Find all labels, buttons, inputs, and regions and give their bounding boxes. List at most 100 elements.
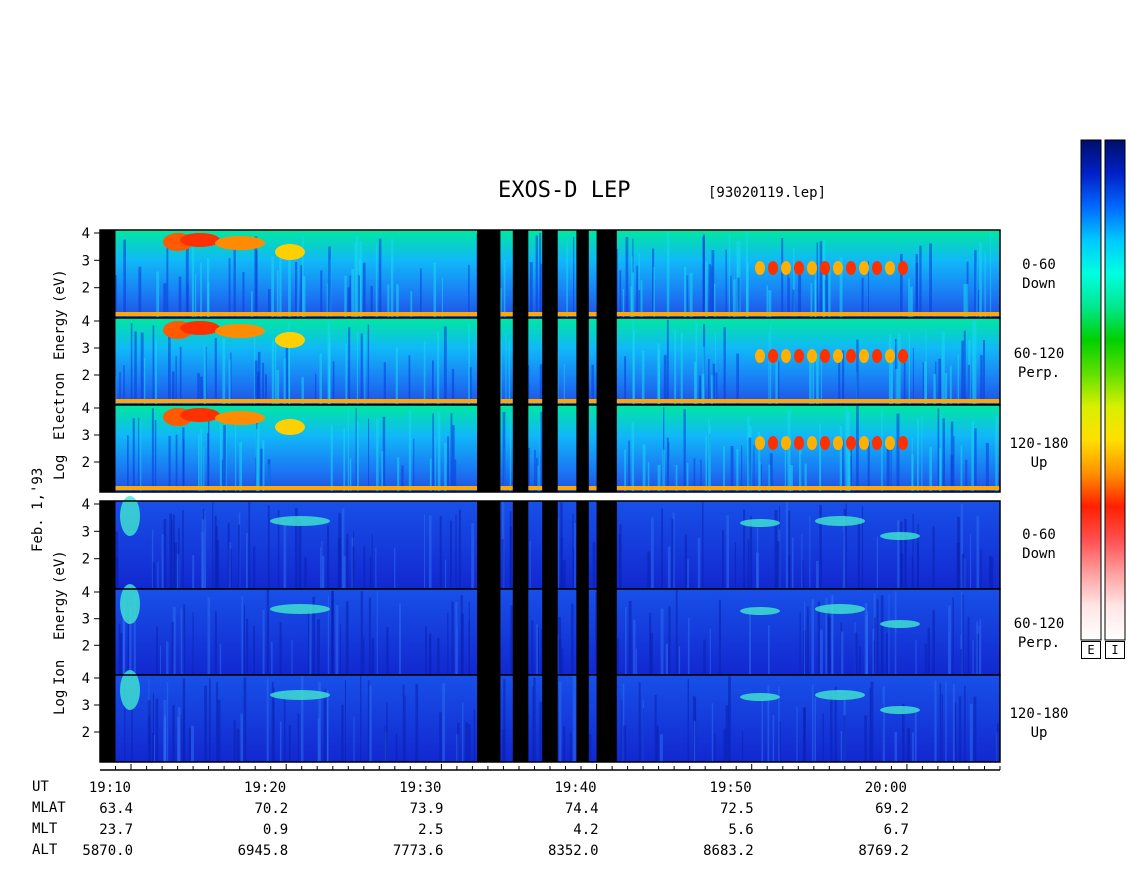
ephemeris-value: 4.2: [573, 822, 598, 838]
texture-streak: [642, 444, 646, 492]
texture-streak: [156, 626, 158, 675]
hotspot: [794, 436, 804, 450]
y-tick-label: 2: [82, 368, 90, 384]
hotspot: [275, 244, 305, 260]
ephem-label-mlt: MLT: [32, 821, 58, 837]
texture-streak: [672, 512, 675, 589]
texture-streak: [638, 290, 641, 318]
texture-streak: [302, 235, 304, 318]
texture-streak: [273, 688, 275, 762]
texture-streak: [778, 361, 780, 405]
texture-streak: [423, 341, 426, 405]
texture-streak: [569, 732, 572, 762]
texture-streak: [177, 716, 180, 762]
electron-panel-2-label: 60-120 Perp.: [1013, 346, 1065, 381]
texture-streak: [573, 236, 575, 318]
texture-streak: [363, 636, 365, 675]
texture-streak: [711, 703, 714, 762]
texture-streak: [774, 509, 778, 589]
hotspot: [755, 349, 765, 363]
texture-streak: [624, 356, 627, 405]
data-gap: [100, 589, 116, 675]
texture-streak: [156, 271, 160, 318]
data-gap: [512, 230, 529, 318]
texture-streak: [157, 561, 159, 589]
data-gap: [542, 589, 558, 675]
texture-streak: [395, 733, 398, 762]
texture-streak: [708, 417, 710, 492]
texture-streak: [638, 253, 640, 318]
texture-streak: [944, 373, 948, 405]
texture-streak: [938, 448, 942, 492]
texture-streak: [737, 277, 740, 318]
panel-border: [99, 674, 1001, 763]
hotspot: [820, 349, 830, 363]
texture-streak: [700, 459, 702, 492]
texture-streak: [850, 439, 852, 492]
texture-streak: [455, 601, 458, 675]
texture-streak: [624, 449, 626, 492]
texture-streak: [255, 250, 258, 318]
texture-streak: [711, 266, 713, 318]
texture-streak: [840, 631, 844, 675]
texture-streak: [415, 684, 419, 762]
texture-streak: [152, 325, 155, 405]
texture-streak: [445, 559, 447, 589]
x-tick-label: 19:40: [554, 780, 596, 796]
texture-streak: [932, 610, 935, 675]
texture-streak: [558, 617, 562, 675]
texture-streak: [683, 409, 686, 492]
texture-streak: [242, 272, 245, 318]
texture-streak: [695, 322, 698, 405]
texture-streak: [539, 364, 543, 405]
texture-streak: [802, 560, 804, 589]
texture-streak: [709, 628, 711, 675]
texture-streak: [953, 436, 955, 492]
texture-streak: [539, 232, 542, 318]
data-gap: [512, 501, 529, 589]
texture-streak: [200, 262, 202, 318]
ephemeris-value: 72.5: [720, 801, 754, 817]
texture-streak: [238, 524, 240, 589]
texture-streak: [268, 289, 271, 318]
hotspot: [859, 261, 869, 275]
data-gap: [477, 501, 501, 589]
texture-streak: [711, 375, 714, 405]
y-tick-label: 4: [82, 314, 90, 330]
texture-streak: [915, 639, 917, 675]
texture-streak: [873, 640, 875, 675]
texture-streak: [465, 722, 468, 762]
texture-streak: [347, 407, 349, 492]
texture-streak: [979, 242, 982, 318]
texture-streak: [747, 416, 750, 492]
texture-streak: [442, 683, 445, 762]
ion-wisp: [270, 690, 330, 700]
texture-streak: [367, 324, 370, 405]
texture-streak: [925, 329, 927, 405]
texture-streak: [151, 529, 154, 589]
texture-streak: [768, 464, 771, 492]
texture-streak: [912, 513, 914, 589]
texture-streak: [811, 684, 814, 762]
texture-streak: [396, 284, 399, 318]
texture-streak: [816, 353, 819, 405]
texture-streak: [973, 320, 977, 405]
texture-streak: [659, 734, 663, 762]
texture-streak: [668, 606, 671, 675]
texture-streak: [857, 517, 860, 589]
texture-streak: [985, 443, 989, 492]
texture-streak: [943, 332, 945, 405]
texture-streak: [262, 440, 265, 492]
texture-streak: [666, 319, 669, 405]
texture-streak: [127, 435, 129, 492]
texture-streak: [301, 377, 304, 405]
texture-streak: [499, 339, 502, 405]
texture-streak: [856, 406, 859, 492]
texture-streak: [814, 697, 816, 762]
data-gap: [542, 405, 558, 492]
ephemeris-value: 2.5: [418, 822, 443, 838]
ephemeris-value: 63.4: [99, 801, 133, 817]
date-label: Feb. 1,'93: [30, 467, 46, 552]
ion-wisp: [740, 607, 780, 615]
texture-streak: [730, 446, 734, 492]
